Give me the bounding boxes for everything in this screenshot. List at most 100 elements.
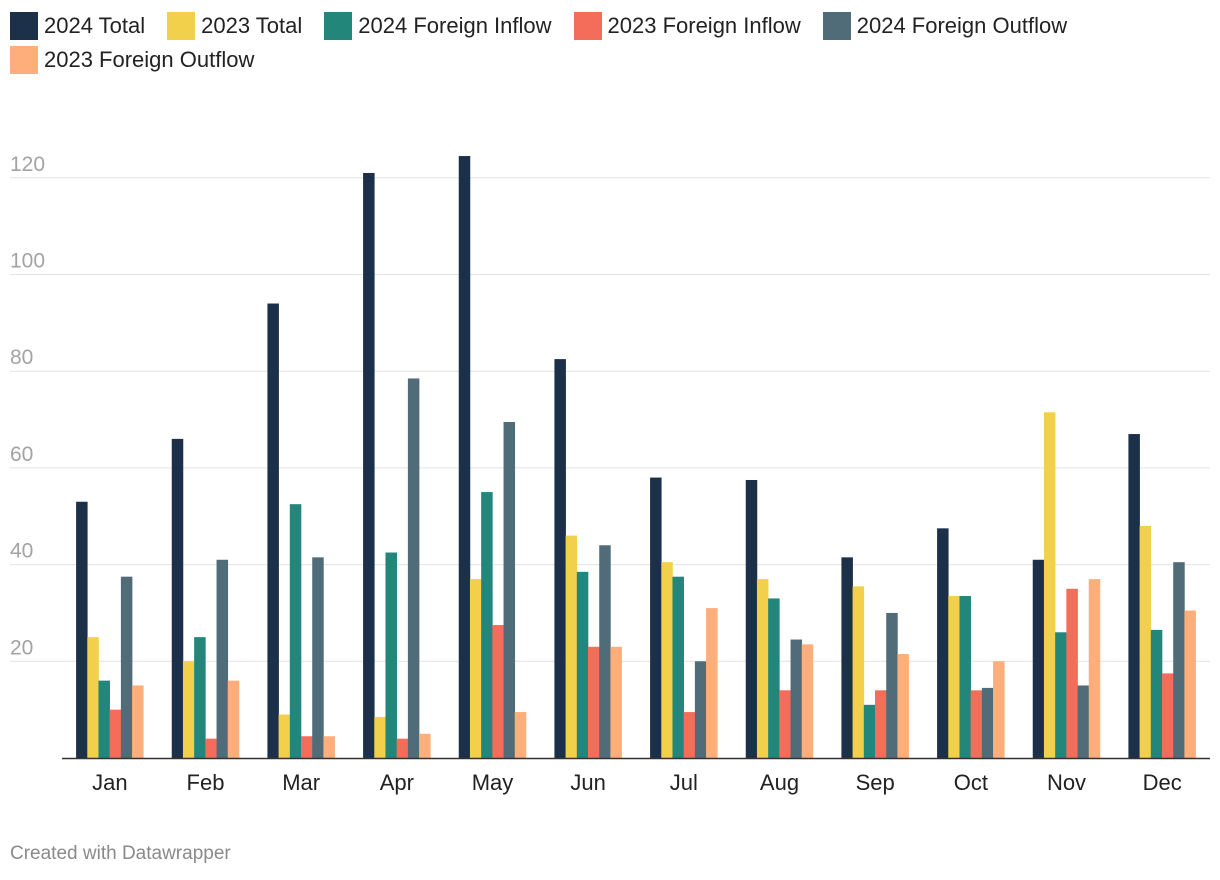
bar [554, 359, 566, 758]
bar [852, 586, 865, 758]
bar [790, 639, 803, 758]
bar [1173, 562, 1185, 758]
x-tick-label: Nov [1047, 770, 1086, 795]
bar [779, 690, 791, 758]
bar [396, 738, 409, 758]
x-tick-label: Jul [670, 770, 698, 795]
legend-item-2023-foreign-outflow[interactable]: 2023 Foreign Outflow [10, 46, 254, 74]
credit-text: Created with Datawrapper [10, 843, 231, 864]
bar [132, 685, 144, 758]
bar [650, 477, 662, 758]
bar [216, 559, 229, 758]
legend-item-2023-foreign-inflow[interactable]: 2023 Foreign Inflow [573, 12, 801, 40]
bar [374, 716, 386, 758]
x-tick-label: Mar [282, 770, 320, 795]
x-tick-label: Jan [92, 770, 127, 795]
bar [610, 646, 622, 758]
bar [694, 661, 707, 758]
bar [481, 492, 493, 758]
bar [385, 552, 397, 758]
bar [970, 690, 983, 758]
y-tick-label: 100 [10, 250, 45, 273]
legend-label: 2024 Total [44, 13, 146, 38]
bar [458, 156, 471, 759]
y-tick-label: 120 [10, 153, 45, 176]
bar [1043, 412, 1056, 758]
legend-item-2024-foreign-outflow[interactable]: 2024 Foreign Outflow [822, 12, 1068, 40]
bar [959, 596, 971, 758]
bar [1139, 525, 1152, 758]
chart-legend: 2024 Total 2023 Total 2024 Foreign Inflo… [10, 12, 1200, 74]
x-tick-label: May [472, 770, 514, 795]
y-tick-label: 80 [10, 346, 33, 369]
bar [756, 579, 769, 758]
bar [706, 608, 718, 758]
bar [1032, 559, 1045, 758]
bar [278, 714, 291, 758]
bar [289, 504, 302, 758]
bar [76, 501, 88, 758]
bar [87, 637, 99, 758]
bar [469, 579, 482, 758]
bar [407, 378, 420, 758]
bar [745, 479, 758, 758]
legend-label: 2023 Total [201, 13, 303, 38]
bar [576, 571, 589, 758]
legend-label: 2023 Foreign Inflow [607, 13, 801, 38]
bar [661, 562, 673, 758]
bar [863, 704, 876, 758]
x-tick-label: Jun [570, 770, 605, 795]
legend-swatch [167, 12, 196, 40]
bar [981, 687, 994, 758]
legend-label: 2024 Foreign Outflow [856, 13, 1068, 38]
bar [1150, 629, 1163, 758]
bar [801, 644, 814, 758]
bar [98, 680, 110, 758]
legend-item-2024-total[interactable]: 2024 Total [10, 12, 145, 40]
legend-label: 2024 Foreign Inflow [358, 13, 552, 38]
bar [1077, 685, 1090, 758]
bar [323, 736, 335, 758]
y-tick-label: 20 [10, 636, 33, 659]
bar [565, 535, 578, 758]
bar [841, 557, 853, 758]
bar [768, 598, 780, 758]
bar [1055, 632, 1067, 758]
legend-label: 2023 Foreign Outflow [44, 47, 255, 72]
bar [672, 576, 684, 758]
x-tick-label: Sep [856, 770, 895, 795]
x-tick-label: Feb [187, 770, 225, 795]
legend-swatch [822, 12, 851, 40]
bar [683, 712, 696, 758]
bar [1128, 434, 1140, 758]
bar [1184, 610, 1196, 758]
bar [588, 646, 600, 758]
bar [205, 738, 217, 758]
bar [993, 661, 1005, 758]
legend-swatch [10, 12, 38, 40]
bar [948, 596, 960, 758]
bar [171, 438, 184, 758]
bar [599, 545, 611, 758]
bar [194, 637, 206, 758]
bar [1162, 673, 1174, 758]
x-tick-label: Aug [760, 770, 799, 795]
legend-item-2023-total[interactable]: 2023 Total [167, 12, 302, 40]
bar [503, 421, 516, 758]
bar [514, 712, 527, 758]
x-tick-label: Dec [1143, 770, 1182, 795]
y-tick-label: 40 [10, 540, 33, 563]
bar [886, 612, 898, 758]
bar [312, 557, 324, 758]
bar [301, 736, 313, 758]
x-tick-label: Oct [954, 770, 988, 795]
bar [937, 528, 949, 758]
legend-swatch [324, 12, 353, 40]
bar [1066, 588, 1078, 758]
bar [227, 680, 240, 758]
bar [492, 625, 504, 758]
legend-swatch [10, 46, 38, 74]
bar [182, 661, 195, 758]
legend-item-2024-foreign-inflow[interactable]: 2024 Foreign Inflow [324, 12, 552, 40]
